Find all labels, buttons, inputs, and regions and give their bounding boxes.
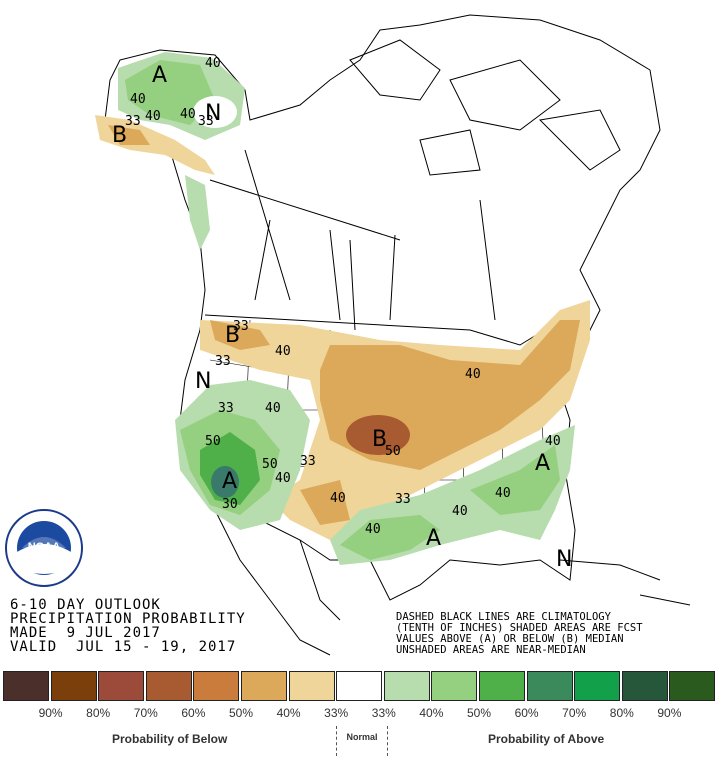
svg-text:B: B — [372, 427, 387, 452]
svg-text:33: 33 — [215, 354, 231, 369]
svg-text:40: 40 — [275, 471, 291, 486]
svg-text:40: 40 — [452, 504, 468, 519]
legend-tick-label: 33% — [371, 706, 396, 720]
svg-text:40: 40 — [465, 367, 481, 382]
alaska-near-normal — [193, 96, 237, 128]
alaska-below-40 — [108, 125, 150, 145]
outlook-line-2: PRECIPITATION PROBABILITY — [10, 611, 246, 627]
svg-text:40: 40 — [275, 344, 291, 359]
svg-text:N: N — [195, 369, 211, 394]
svg-text:33: 33 — [300, 454, 316, 469]
noaa-logo: NOAA — [5, 509, 83, 587]
note-line-1: DASHED BLACK LINES ARE CLIMATOLOGY — [396, 611, 611, 623]
alaska-panhandle-above — [185, 175, 210, 250]
svg-text:A: A — [535, 451, 550, 476]
svg-text:NOAA: NOAA — [28, 541, 60, 553]
caribbean-islands — [559, 559, 691, 606]
legend-swatch — [3, 671, 49, 701]
svg-text:33: 33 — [198, 114, 214, 129]
legend-tick-label: 70% — [133, 706, 158, 720]
legend-swatch — [50, 671, 97, 701]
legend-tick-label: 80% — [86, 706, 111, 720]
svg-text:33: 33 — [233, 319, 249, 334]
category-letters: A B N B N A B A A N — [112, 63, 572, 572]
svg-text:33: 33 — [218, 401, 234, 416]
legend-tick-label: 60% — [181, 706, 206, 720]
note-line-3: VALUES ABOVE (A) OR BELOW (B) MEDIAN — [396, 633, 624, 645]
svg-text:40: 40 — [180, 107, 196, 122]
svg-text:33: 33 — [395, 492, 411, 507]
svg-text:50: 50 — [385, 444, 401, 459]
legend-swatch — [621, 671, 668, 701]
legend-tick-label: 60% — [514, 706, 539, 720]
legend-swatch — [288, 671, 335, 701]
legend-tick-label: 50% — [466, 706, 492, 720]
legend-swatch — [145, 671, 192, 701]
legend-swatch — [383, 671, 430, 701]
precipitation-outlook-map: 40 40 40 33 40 33 33 33 40 33 40 50 50 4… — [95, 14, 691, 656]
outlook-title-block: 6-10 DAY OUTLOOK PRECIPITATION PROBABILIT… — [10, 598, 246, 654]
svg-text:N: N — [205, 101, 221, 126]
plains-below-50 — [346, 415, 410, 455]
note-line-2: (TENTH OF INCHES) SHADED AREAS ARE FCST — [396, 622, 643, 634]
legend-tick-label: 80% — [609, 706, 634, 720]
svg-text:40: 40 — [365, 522, 381, 537]
legend-swatch — [241, 671, 287, 701]
svg-text:50: 50 — [205, 434, 221, 449]
legend-tick-label: 70% — [562, 706, 587, 720]
note-line-4: UNSHADED AREAS ARE NEAR-MEDIAN — [396, 644, 586, 656]
legend-tick-label: 90% — [657, 706, 682, 720]
svg-text:40: 40 — [545, 434, 561, 449]
legend-tick-label: 40% — [276, 706, 301, 720]
arctic-islands — [349, 39, 621, 176]
outlook-line-3: MADE 9 JUL 2017 — [10, 625, 161, 641]
svg-text:B: B — [225, 323, 240, 348]
svg-text:B: B — [112, 123, 127, 148]
outlook-line-4: VALID JUL 15 - 19, 2017 — [10, 639, 237, 655]
legend-swatch — [336, 671, 383, 701]
svg-text:N: N — [556, 547, 572, 572]
svg-text:40: 40 — [130, 92, 146, 107]
southwest-above-60 — [211, 466, 239, 498]
legend-swatch — [669, 671, 716, 701]
canada-borders — [209, 149, 496, 331]
map-notes: DASHED BLACK LINES ARE CLIMATOLOGY (TENTH… — [396, 612, 643, 656]
svg-text:40: 40 — [330, 491, 346, 506]
svg-text:50: 50 — [262, 457, 278, 472]
svg-text:40: 40 — [265, 401, 281, 416]
outlook-line-1: 6-10 DAY OUTLOOK — [10, 597, 161, 613]
southeast-above-40 — [340, 445, 560, 560]
legend-swatch — [479, 671, 525, 701]
svg-text:40: 40 — [205, 56, 221, 71]
below-caption: Probability of Below — [112, 732, 228, 746]
svg-text:A: A — [152, 63, 167, 88]
probability-legend: 90% 80% 70% 60% 50% 40% 33% 33% 40% 50% 60% 70% 80% 9… — [0, 668, 720, 760]
legend-swatch — [526, 671, 573, 701]
contour-labels: 40 40 40 33 40 33 33 33 40 33 40 50 50 4… — [125, 56, 561, 537]
legend-tick-label: 90% — [38, 706, 63, 720]
alaska-above-50 — [125, 60, 215, 125]
legend-tick-label: 33% — [324, 706, 349, 720]
normal-caption: Normal — [336, 726, 388, 756]
svg-text:40: 40 — [495, 486, 511, 501]
legend-swatch — [431, 671, 478, 701]
legend-swatch — [574, 671, 621, 701]
legend-tick-label: 40% — [419, 706, 444, 720]
svg-text:33: 33 — [125, 114, 141, 129]
svg-text:30: 30 — [222, 497, 238, 512]
above-caption: Probability of Above — [488, 732, 605, 746]
svg-text:A: A — [222, 469, 237, 494]
svg-text:40: 40 — [145, 109, 161, 124]
legend-swatch — [98, 671, 145, 701]
legend-tick-label: 50% — [228, 706, 254, 720]
legend-swatch — [193, 671, 240, 701]
svg-text:A: A — [426, 526, 441, 551]
mexico-outline — [214, 509, 341, 656]
